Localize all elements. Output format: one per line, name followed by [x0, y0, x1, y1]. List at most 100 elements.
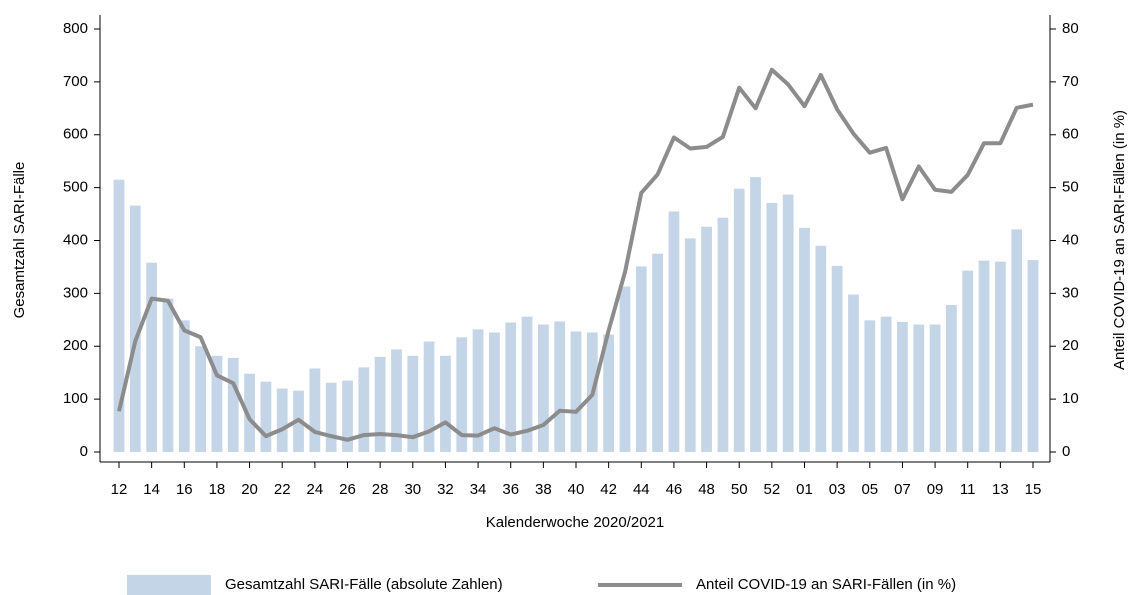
bar: [537, 324, 549, 452]
x-tick-label: 50: [731, 481, 748, 498]
bar: [1027, 260, 1039, 452]
y2-tick-label: 20: [1062, 337, 1079, 354]
x-tick-label: 01: [796, 481, 813, 498]
bar: [684, 238, 696, 452]
bar: [211, 355, 223, 452]
x-tick-label: 07: [894, 481, 911, 498]
bar: [929, 324, 941, 452]
bar: [521, 316, 533, 452]
y-tick-label: 100: [63, 390, 88, 407]
x-tick-label: 13: [992, 481, 1009, 498]
x-tick-label: 32: [437, 481, 454, 498]
y2-axis-title: Anteil COVID-19 an SARI-Fällen (in %): [1111, 110, 1128, 370]
legend-label: Anteil COVID-19 an SARI-Fällen (in %): [696, 576, 956, 593]
bar: [505, 322, 517, 452]
bar: [831, 265, 843, 452]
bar: [129, 205, 141, 452]
bar: [619, 286, 631, 452]
bar: [358, 367, 370, 452]
bar: [733, 188, 745, 452]
legend-swatch: [127, 575, 211, 595]
bar: [325, 382, 337, 452]
bar: [782, 194, 794, 452]
bar: [244, 373, 255, 452]
y-tick-label: 500: [63, 179, 88, 196]
bar: [994, 261, 1006, 452]
x-tick-label: 42: [600, 481, 617, 498]
y2-tick-label: 10: [1062, 390, 1079, 407]
bar: [652, 253, 663, 452]
x-tick-label: 15: [1025, 481, 1042, 498]
bar: [766, 202, 778, 452]
bar: [799, 227, 810, 452]
x-tick-label: 22: [274, 481, 291, 498]
bar: [815, 245, 827, 452]
bar: [374, 356, 386, 452]
x-tick-label: 34: [470, 481, 487, 498]
x-tick-label: 24: [307, 481, 324, 498]
x-tick-label: 44: [633, 481, 650, 498]
y2-tick-label: 50: [1062, 179, 1079, 196]
x-tick-label: 09: [927, 481, 944, 498]
x-tick-label: 20: [241, 481, 258, 498]
y2-tick-label: 80: [1062, 20, 1079, 37]
bar: [456, 337, 468, 452]
bar: [554, 321, 566, 452]
y-tick-label: 300: [63, 284, 88, 301]
x-tick-label: 05: [861, 481, 878, 498]
y-axis-title: Gesamtzahl SARI-Fälle: [11, 162, 28, 319]
y2-tick-label: 70: [1062, 73, 1079, 90]
bar: [113, 179, 125, 452]
bar: [864, 320, 876, 452]
bar: [635, 266, 647, 452]
x-tick-label: 18: [209, 481, 226, 498]
bar: [342, 380, 353, 452]
bar: [978, 260, 990, 452]
y-tick-label: 800: [63, 20, 88, 37]
bar: [472, 329, 484, 452]
x-tick-label: 52: [764, 481, 781, 498]
bar: [717, 217, 729, 452]
y2-tick-label: 60: [1062, 126, 1079, 143]
x-tick-label: 36: [502, 481, 519, 498]
x-axis-title: Kalenderwoche 2020/2021: [486, 514, 664, 531]
y-tick-label: 0: [80, 443, 88, 460]
bar: [946, 305, 957, 452]
x-tick-label: 40: [568, 481, 585, 498]
y-tick-label: 400: [63, 231, 88, 248]
bar: [227, 357, 239, 452]
x-tick-label: 26: [339, 481, 356, 498]
bar: [407, 355, 419, 452]
bar: [668, 211, 680, 452]
x-tick-label: 12: [111, 481, 128, 498]
bar: [897, 321, 908, 452]
bar: [750, 177, 761, 453]
bar: [701, 226, 712, 452]
bar: [195, 346, 206, 452]
bar: [276, 388, 288, 452]
bar: [913, 324, 925, 452]
bar: [309, 368, 321, 452]
x-tick-label: 46: [666, 481, 683, 498]
x-tick-label: 38: [535, 481, 552, 498]
bar: [603, 334, 615, 452]
x-tick-label: 11: [960, 481, 976, 498]
bar: [570, 331, 582, 452]
line: [117, 67, 1034, 442]
bar: [1011, 229, 1023, 452]
bar: [146, 262, 158, 452]
x-tick-label: 14: [143, 481, 160, 498]
bar: [489, 332, 500, 452]
bar: [962, 270, 974, 452]
bar: [391, 349, 402, 452]
bar: [260, 381, 272, 452]
bar: [848, 294, 859, 452]
bar: [178, 320, 190, 452]
y-tick-label: 600: [63, 126, 88, 143]
x-tick-label: 48: [698, 481, 715, 498]
y-tick-label: 200: [63, 337, 88, 354]
x-tick-label: 28: [372, 481, 389, 498]
bar: [440, 355, 451, 452]
bar: [880, 316, 892, 452]
